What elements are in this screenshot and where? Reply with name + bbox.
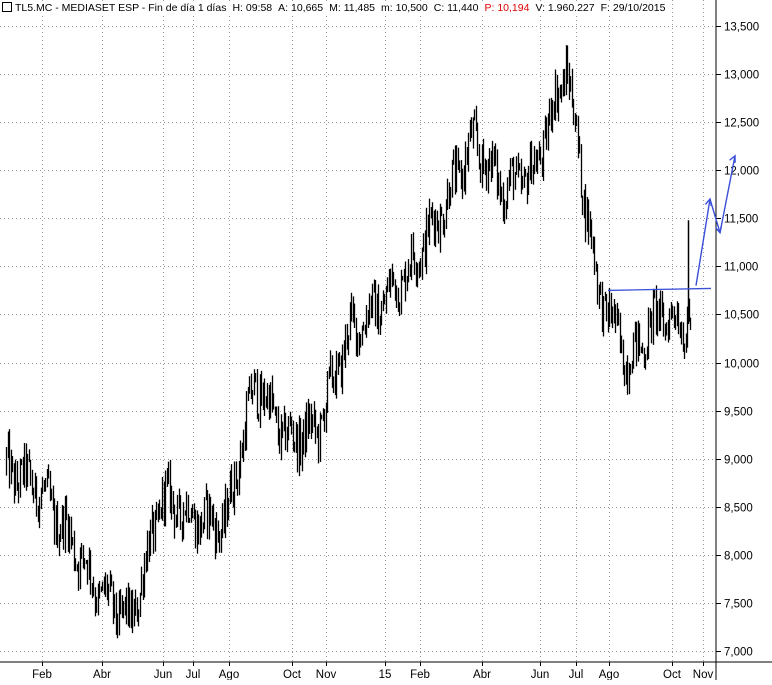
- x-tick-label: Nov: [316, 669, 337, 680]
- x-tick-label: Jul: [186, 669, 201, 680]
- x-tick-label: Feb: [410, 669, 430, 680]
- x-tick-label: Jun: [154, 669, 173, 680]
- y-tick-label: 10,000: [724, 359, 759, 371]
- y-tick-label: 7,500: [724, 599, 753, 611]
- x-tick-label: Oct: [283, 669, 302, 680]
- x-tick-label: Feb: [32, 669, 52, 680]
- y-tick-label: 7,000: [724, 647, 753, 659]
- annotations: [607, 154, 736, 292]
- x-tick-label: 15: [379, 669, 392, 680]
- x-tick-label: Ago: [599, 669, 619, 680]
- chart-box-icon: [2, 2, 12, 12]
- y-tick-label: 12,000: [724, 166, 759, 178]
- y-tick-label: 13,000: [724, 70, 759, 82]
- arrowhead-icon: [704, 197, 712, 207]
- x-tick-label: Jun: [531, 669, 550, 680]
- x-tick-label: Abr: [473, 669, 491, 680]
- high-label: M: 11,485: [329, 2, 376, 14]
- arrowhead-icon: [714, 225, 722, 235]
- volume-label: V: 1.960.227: [535, 2, 595, 14]
- y-tick-label: 13,500: [724, 22, 759, 34]
- y-tick-label: 11,000: [724, 262, 758, 274]
- prev-close-label: P: 10,194: [484, 2, 530, 14]
- y-tick-label: 10,500: [724, 310, 759, 322]
- x-tick-label: Oct: [663, 669, 682, 680]
- x-tick-label: Abr: [93, 669, 111, 680]
- x-tick-label: Ago: [219, 669, 239, 680]
- y-tick-label: 8,500: [724, 503, 753, 515]
- price-series: [5, 45, 692, 639]
- chart-header: TL5.MC - MEDIASET ESP - Fin de día 1 día…: [2, 2, 668, 16]
- date-label: F: 29/10/2015: [600, 2, 666, 14]
- y-tick-label: 11,500: [724, 214, 758, 226]
- x-tick-label: Jul: [569, 669, 584, 680]
- arrowhead-icon: [729, 154, 736, 163]
- y-tick-label: 9,000: [724, 455, 753, 467]
- grid-lines: [0, 0, 716, 662]
- close-label: C: 11,440: [433, 2, 479, 14]
- y-tick-label: 8,000: [724, 551, 753, 563]
- hour-label: H: 09:58: [232, 2, 273, 14]
- y-tick-label: 9,500: [724, 407, 753, 419]
- open-label: A: 10,665: [278, 2, 324, 14]
- low-label: m: 10,500: [381, 2, 428, 14]
- y-tick-label: 12,500: [724, 118, 759, 130]
- x-tick-label: Nov: [693, 669, 714, 680]
- symbol-label: TL5.MC - MEDIASET ESP - Fin de día 1 día…: [15, 2, 227, 14]
- resistance-line: [607, 287, 712, 292]
- projection-arrow: [695, 155, 736, 286]
